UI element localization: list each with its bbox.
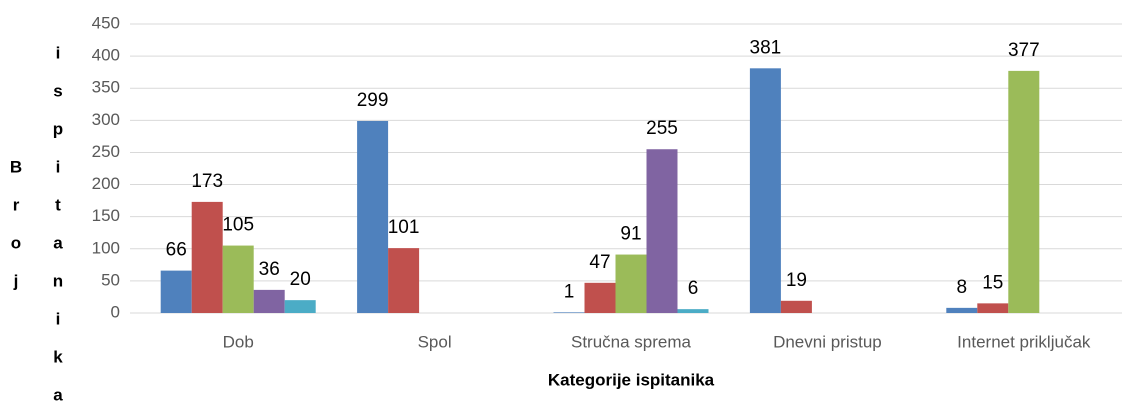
- value-label: 36: [259, 259, 280, 280]
- value-label: 1: [564, 281, 575, 302]
- x-axis-title: Kategorije ispitanika: [548, 370, 715, 389]
- value-label: 47: [589, 252, 610, 273]
- value-label: 15: [982, 272, 1003, 293]
- y-axis-title-letter: s: [53, 81, 62, 100]
- bar: [284, 300, 316, 313]
- y-axis-title-letter: a: [53, 233, 63, 252]
- bar: [646, 149, 678, 313]
- x-tick-label: Internet priključak: [957, 332, 1091, 351]
- y-axis-title-letter: a: [53, 385, 63, 404]
- bar: [160, 270, 192, 313]
- bar: [357, 120, 389, 313]
- y-tick-label: 250: [92, 142, 120, 161]
- y-axis-title-letter: k: [53, 347, 63, 366]
- y-tick-label: 300: [92, 110, 120, 129]
- x-tick-label: Dob: [223, 332, 254, 351]
- bar: [749, 68, 781, 314]
- value-label: 20: [290, 269, 311, 290]
- bar: [191, 201, 223, 313]
- bar: [584, 282, 616, 313]
- y-tick-label: 150: [92, 206, 120, 225]
- bar: [946, 307, 978, 313]
- y-axis-title-letter: i: [56, 43, 61, 62]
- y-axis-title-letter: n: [53, 271, 63, 290]
- y-tick-label: 0: [111, 302, 120, 321]
- value-label: 91: [620, 224, 641, 245]
- value-label: 255: [646, 118, 678, 139]
- y-axis-title-letter: p: [53, 119, 63, 138]
- bar: [222, 245, 254, 313]
- value-label: 105: [222, 215, 254, 236]
- y-tick-label: 50: [101, 270, 120, 289]
- bar: [388, 248, 420, 313]
- y-axis-title-letter: o: [11, 233, 21, 252]
- y-axis-title-letter: j: [13, 271, 19, 290]
- y-tick-label: 450: [92, 13, 120, 32]
- y-axis-title-letter: t: [55, 195, 61, 214]
- y-tick-label: 100: [92, 238, 120, 257]
- bar: [1008, 70, 1040, 313]
- value-label: 299: [357, 90, 389, 111]
- y-axis-title-letter: i: [56, 309, 61, 328]
- value-label: 66: [166, 240, 187, 261]
- y-tick-label: 350: [92, 78, 120, 97]
- value-label: 6: [688, 278, 699, 299]
- y-tick-label: 200: [92, 174, 120, 193]
- y-axis-title-letter: B: [10, 157, 22, 176]
- value-label: 101: [388, 217, 420, 238]
- value-label: 381: [750, 37, 782, 58]
- bar: [615, 254, 647, 313]
- x-tick-label: Dnevni pristup: [773, 332, 882, 351]
- x-tick-label: Spol: [418, 332, 452, 351]
- value-label: 19: [786, 270, 807, 291]
- value-label: 173: [191, 171, 223, 192]
- y-axis-title-letter: r: [13, 195, 20, 214]
- x-tick-label: Stručna sprema: [571, 332, 692, 351]
- bar: [780, 300, 812, 313]
- y-tick-label: 400: [92, 46, 120, 65]
- bar: [553, 312, 585, 313]
- value-label: 8: [957, 277, 968, 298]
- bar: [977, 303, 1009, 313]
- y-axis-title-letter: i: [56, 157, 61, 176]
- bar: [253, 289, 285, 313]
- bar: [677, 309, 709, 313]
- value-label: 377: [1008, 40, 1040, 61]
